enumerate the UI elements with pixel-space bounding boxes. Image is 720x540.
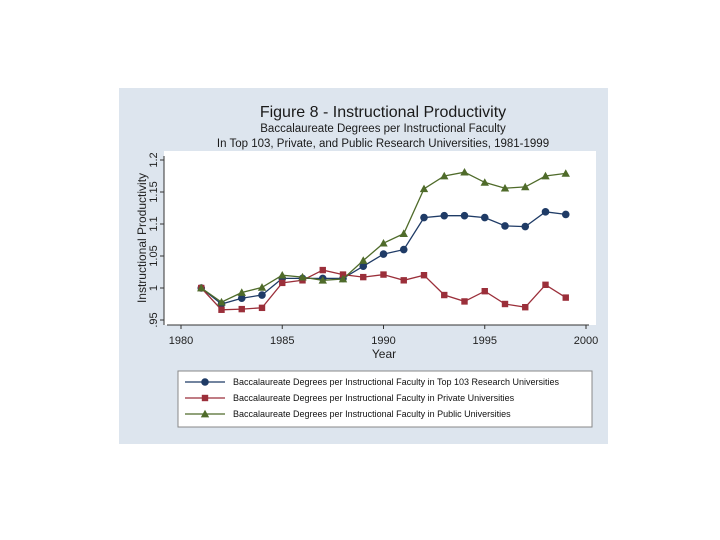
y-tick-label: 1.2: [148, 152, 160, 167]
data-point-public: [257, 283, 267, 291]
data-point-private: [319, 266, 326, 274]
x-tick-label: 2000: [574, 335, 598, 347]
data-point-top-103: [440, 211, 449, 220]
data-point-top-103: [420, 213, 428, 222]
data-point-private: [339, 271, 347, 278]
data-point-public: [278, 271, 287, 279]
data-point-public: [419, 184, 429, 193]
series-public: [197, 167, 570, 306]
x-axis-title: Year: [372, 347, 396, 361]
chart-title: Figure 8 - Instructional Productivity: [260, 104, 506, 121]
data-point-top-103: [379, 250, 388, 258]
data-point-top-103: [460, 211, 469, 220]
data-point-private: [501, 300, 509, 308]
data-point-public: [541, 171, 550, 180]
data-point-top-103: [541, 208, 550, 216]
data-point-private: [218, 306, 225, 313]
data-point-top-103: [258, 291, 266, 299]
data-point-private: [258, 304, 266, 312]
data-point-private: [360, 273, 367, 281]
legend-label: Baccalaureate Degrees per Instructional …: [233, 393, 515, 403]
y-axis-title: Instructional Productivity: [135, 173, 149, 303]
data-point-top-103: [521, 222, 530, 231]
x-axis-ticks: 1980 1985 1990 1995 2000: [169, 325, 598, 347]
data-point-public: [237, 288, 246, 296]
y-tick-label: 1.05: [148, 245, 160, 266]
x-tick-label: 1985: [270, 335, 294, 347]
data-point-top-103: [359, 262, 368, 271]
legend-marker: [201, 394, 209, 402]
x-tick-label: 1990: [371, 335, 395, 347]
data-point-private: [542, 281, 549, 288]
data-point-top-103: [501, 222, 509, 230]
data-point-private: [238, 305, 245, 313]
chart-svg: Figure 8 - Instructional Productivity Ba…: [135, 104, 598, 428]
plot-area: [164, 151, 596, 325]
y-tick-label: 1.1: [148, 216, 160, 231]
x-tick-label: 1980: [169, 335, 193, 347]
data-point-private: [420, 272, 428, 279]
legend: Baccalaureate Degrees per Instructional …: [185, 377, 559, 419]
data-point-private: [400, 277, 407, 284]
y-tick-label: 1.15: [148, 181, 160, 202]
x-tick-label: 1995: [473, 335, 497, 347]
series-layer: [197, 167, 570, 313]
data-point-public: [500, 183, 510, 192]
data-point-private: [380, 271, 387, 278]
data-point-top-103: [561, 210, 570, 219]
legend-marker: [200, 409, 210, 418]
legend-label: Baccalaureate Degrees per Instructional …: [233, 377, 559, 387]
data-point-private: [562, 294, 569, 301]
data-point-public: [460, 167, 469, 176]
data-point-top-103: [480, 213, 489, 222]
data-point-private: [441, 291, 448, 299]
y-tick-label: 1: [148, 285, 160, 291]
series-private: [198, 266, 569, 313]
data-point-private: [481, 288, 488, 295]
data-point-public: [318, 276, 327, 284]
data-point-top-103: [399, 245, 408, 254]
data-point-public: [338, 274, 348, 283]
data-point-private: [522, 304, 529, 311]
data-point-top-103: [237, 294, 246, 303]
data-point-private: [279, 279, 286, 287]
data-point-public: [298, 272, 307, 281]
data-point-public: [197, 283, 206, 292]
data-point-public: [561, 169, 570, 177]
data-point-public: [480, 178, 489, 186]
chart-subtitle-line-1: Baccalaureate Degrees per Instructional …: [260, 123, 506, 135]
data-point-public: [399, 229, 408, 237]
y-tick-label: .95: [148, 312, 160, 327]
data-point-public: [440, 171, 449, 180]
data-point-public: [217, 297, 226, 306]
chart-panel: Figure 8 - Instructional Productivity Ba…: [119, 88, 608, 444]
data-point-private: [461, 298, 468, 305]
legend-label: Baccalaureate Degrees per Instructional …: [233, 409, 511, 419]
data-point-public: [521, 182, 530, 191]
legend-marker: [201, 378, 209, 386]
data-point-public: [379, 239, 388, 247]
y-axis-ticks: .95 1 1.05 1.1 1.15 1.2: [148, 152, 164, 328]
chart-subtitle-line-2: In Top 103, Private, and Public Research…: [217, 138, 549, 150]
data-point-public: [359, 256, 368, 264]
legend-box: [177, 370, 593, 428]
